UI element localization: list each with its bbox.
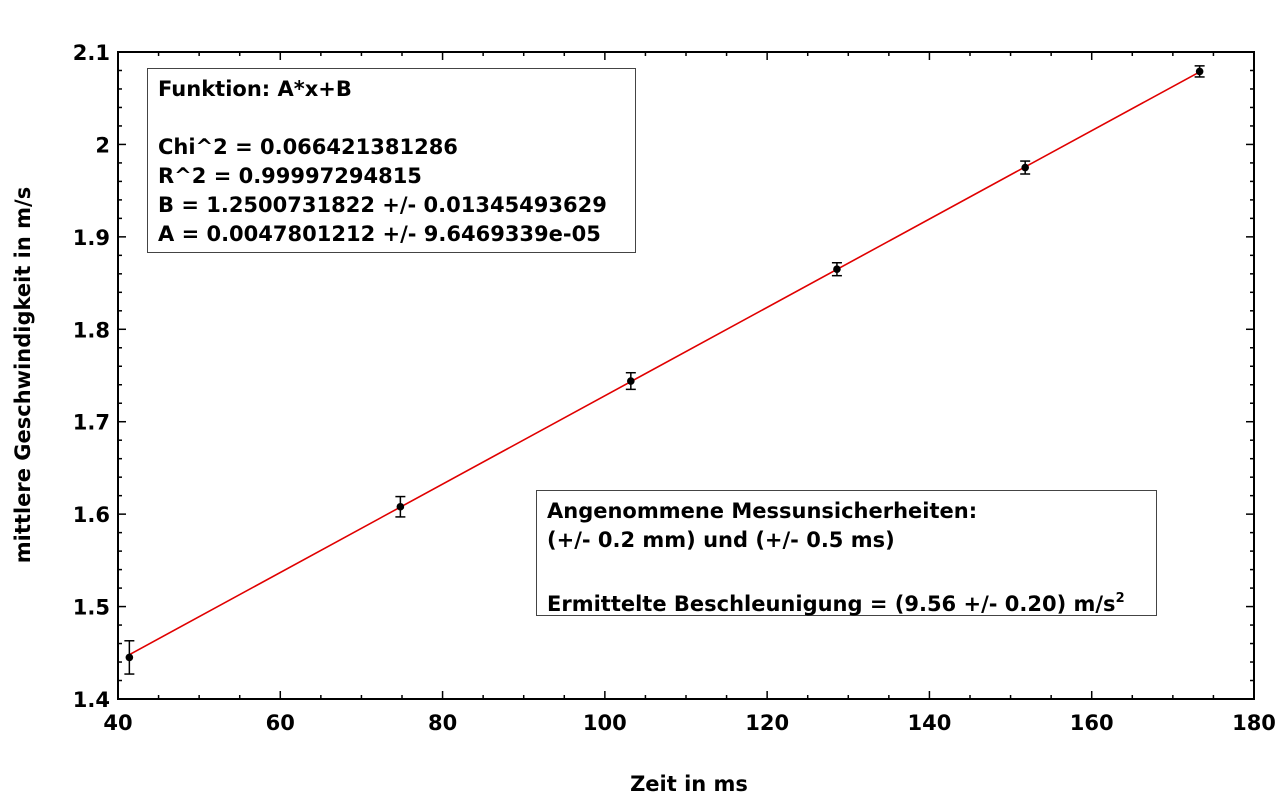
data-point <box>1020 160 1031 175</box>
fit-param-b: B = 1.2500731822 +/- 0.01345493629 <box>158 193 607 217</box>
x-tick-label: 40 <box>103 711 132 735</box>
x-tick-label: 60 <box>266 711 295 735</box>
axis-ticks <box>117 51 1255 700</box>
point-marker <box>125 653 134 662</box>
x-tick-label: 140 <box>908 711 952 735</box>
y-tick-label: 2 <box>95 133 110 157</box>
y-tick-labels: 1.4 1.5 1.6 1.7 1.8 1.9 2 2.1 <box>73 41 110 712</box>
point-marker <box>1021 163 1029 172</box>
x-tick-label: 80 <box>428 711 457 735</box>
acceleration-text: Ermittelte Beschleunigung = (9.56 +/- 0.… <box>547 592 1116 616</box>
y-tick-label: 1.9 <box>73 226 110 250</box>
fit-line-group <box>128 71 1201 656</box>
point-marker <box>1195 67 1204 76</box>
uncertainty-values: (+/- 0.2 mm) und (+/- 0.5 ms) <box>547 528 895 552</box>
data-points <box>124 65 1205 675</box>
acceleration-result: Ermittelte Beschleunigung = (9.56 +/- 0.… <box>547 584 1146 619</box>
fit-result-box: Funktion: A*x+B Chi^2 = 0.066421381286 R… <box>147 68 636 253</box>
point-marker <box>396 502 405 511</box>
x-tick-label: 160 <box>1070 711 1114 735</box>
x-tick-label: 100 <box>583 711 627 735</box>
x-axis-title: Zeit in ms <box>630 772 748 796</box>
point-marker <box>833 265 841 274</box>
data-point <box>831 261 842 277</box>
fit-r2: R^2 = 0.99997294815 <box>158 164 422 188</box>
x-tick-label: 120 <box>745 711 789 735</box>
data-point <box>1194 65 1205 78</box>
fit-function-label: Funktion: A*x+B <box>158 77 352 101</box>
y-tick-label: 1.8 <box>73 318 110 342</box>
y-tick-label: 1.5 <box>73 596 110 620</box>
fit-line <box>128 71 1201 656</box>
data-point <box>625 371 636 391</box>
fit-param-a: A = 0.0047801212 +/- 9.6469339e-05 <box>158 222 601 246</box>
y-tick-label: 1.4 <box>73 688 110 712</box>
point-marker <box>627 377 635 385</box>
data-point <box>124 640 135 675</box>
y-axis-title: mittlere Geschwindigkeit in m/s <box>11 187 35 563</box>
y-tick-label: 1.7 <box>73 411 110 435</box>
uncertainty-heading: Angenommene Messunsicherheiten: <box>547 499 978 523</box>
data-point <box>395 495 406 518</box>
x-tick-label: 180 <box>1232 711 1276 735</box>
x-tick-labels: 40 60 80 100 120 140 160 180 <box>103 711 1276 735</box>
acceleration-exponent: 2 <box>1115 591 1125 606</box>
y-tick-label: 1.6 <box>73 503 110 527</box>
measurement-info-box: Angenommene Messunsicherheiten: (+/- 0.2… <box>536 490 1157 616</box>
fit-chi2: Chi^2 = 0.066421381286 <box>158 135 458 159</box>
y-tick-label: 2.1 <box>73 41 110 65</box>
